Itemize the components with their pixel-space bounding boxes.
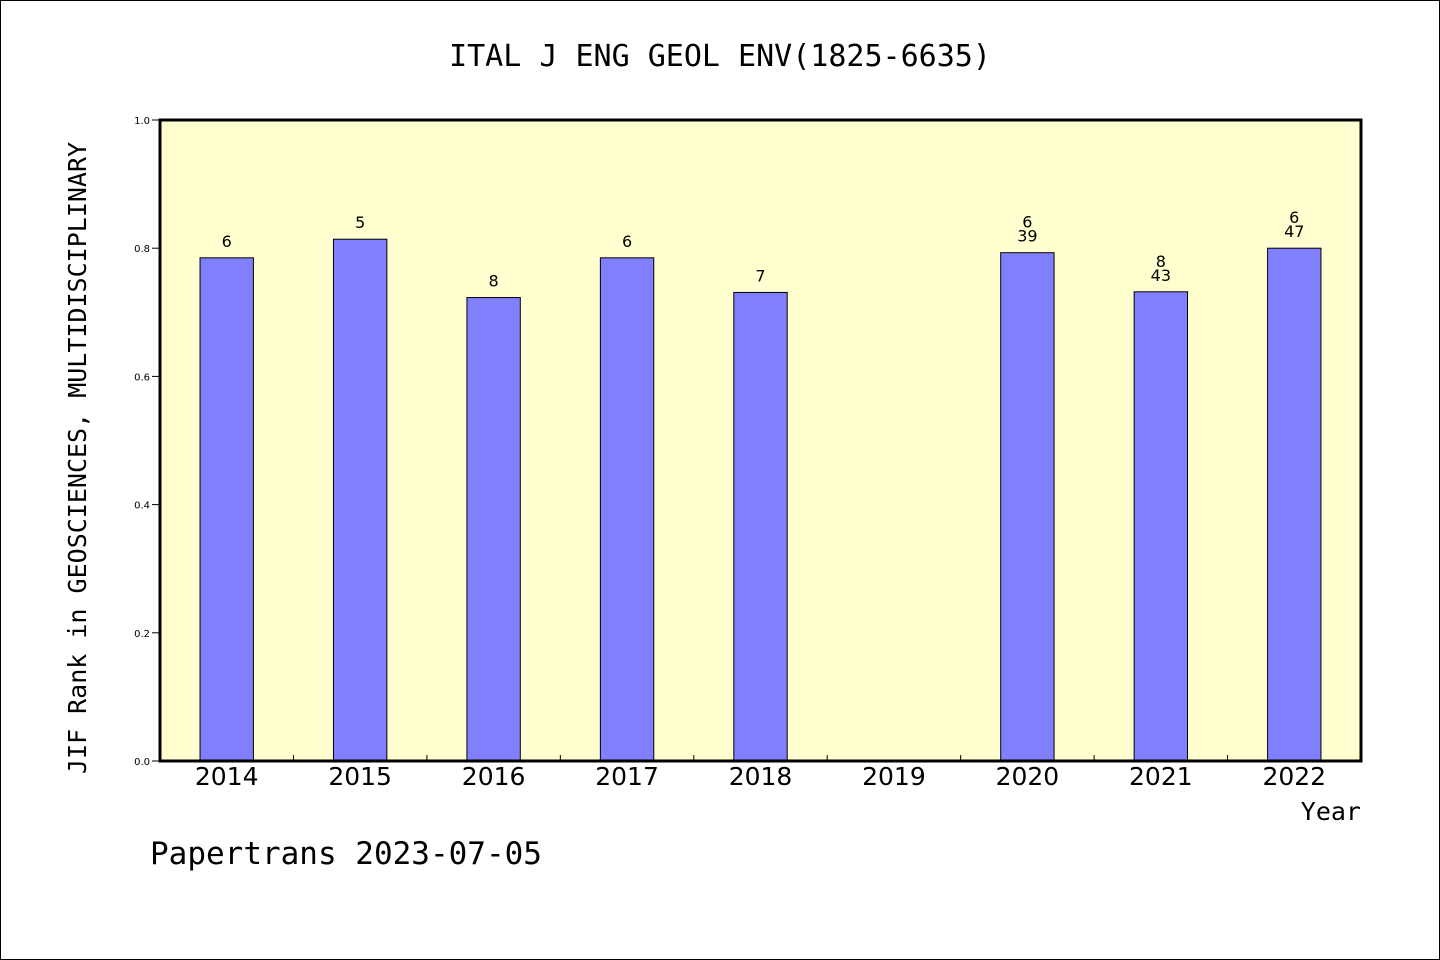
y-axis: 0.0 0.2 0.4 0.6 0.8 1.0 xyxy=(134,116,160,768)
bar-label-2022: 6 xyxy=(1289,208,1299,227)
x-axis: 2014 2015 2016 2017 2018 2019 2020 2021 2022 xyxy=(195,755,1326,791)
x-tick-label: 2020 xyxy=(996,762,1060,791)
x-axis-label: Year xyxy=(1301,797,1361,826)
footer-credit: Papertrans 2023-07-05 xyxy=(150,836,542,872)
y-tick-label: 0.8 xyxy=(134,244,150,255)
bar-label-2020: 39 xyxy=(1017,227,1037,246)
bar-2018 xyxy=(733,291,788,762)
x-tick-label: 2014 xyxy=(195,762,259,791)
y-tick-label: 0.2 xyxy=(134,629,150,640)
y-tick-label: 1.0 xyxy=(134,116,150,127)
x-tick-label: 2018 xyxy=(729,762,793,791)
chart-title: ITAL J ENG GEOL ENV(1825-6635) xyxy=(449,39,991,74)
bar-2014 xyxy=(199,257,254,762)
y-tick-label: 0.0 xyxy=(134,757,150,768)
x-tick-label: 2017 xyxy=(595,762,659,791)
bar-label-2021: 8 xyxy=(1156,252,1166,271)
x-tick-label: 2016 xyxy=(462,762,526,791)
bar-2020 xyxy=(1000,252,1055,762)
y-tick-label: 0.6 xyxy=(134,372,150,383)
bar-label-2020: 6 xyxy=(1022,213,1032,232)
bars xyxy=(199,238,1322,762)
bar-2021 xyxy=(1133,291,1189,762)
y-axis-label: JIF Rank in GEOSCIENCES, MULTIDISCIPLINA… xyxy=(63,142,92,774)
y-tick-label: 0.4 xyxy=(134,501,150,512)
bar-2016 xyxy=(466,297,521,762)
x-tick-label: 2015 xyxy=(328,762,392,791)
bar-label-2022: 47 xyxy=(1284,222,1304,241)
bar-label-2016: 8 xyxy=(489,272,499,291)
bar-label-2018: 7 xyxy=(755,266,765,285)
x-tick-label: 2021 xyxy=(1129,762,1193,791)
bar-2017 xyxy=(599,257,655,762)
bar-label-2017: 6 xyxy=(622,232,632,251)
bar-label-2014: 6 xyxy=(222,232,232,251)
x-tick-label: 2022 xyxy=(1262,762,1326,791)
plot-border xyxy=(158,118,1363,763)
bar-2022 xyxy=(1267,247,1322,762)
bar-2015 xyxy=(332,238,388,762)
x-tick-label: 2019 xyxy=(862,762,926,791)
bar-label-2021: 43 xyxy=(1151,266,1171,285)
bar-label-2015: 5 xyxy=(355,213,365,232)
